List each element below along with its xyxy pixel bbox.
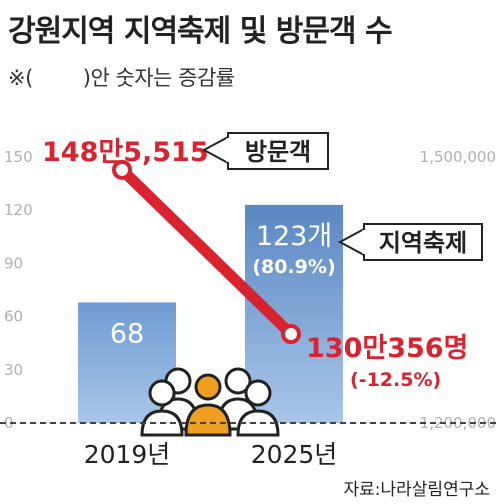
legend-festivals-pointer <box>337 227 365 257</box>
bar-labels-layer: 68 123개 (80.9%) <box>110 221 336 350</box>
legend-festivals: 지역축제 <box>337 223 483 261</box>
source-note: 자료:나라살림연구소 <box>343 480 491 500</box>
visitors-point-2025년 <box>281 324 301 345</box>
chart-title: 강원지역 지역축제 및 방문객 수 <box>8 14 393 49</box>
left-axis-tick: 60 <box>4 308 23 326</box>
visitors-point-2019년 <box>112 159 132 180</box>
x-axis-labels: 2019년 2025년 <box>84 440 338 469</box>
left-axis-tick: 120 <box>4 201 33 219</box>
legend-visitors: 방문객 <box>201 132 329 170</box>
left-axis-tick: 150 <box>4 148 33 166</box>
right-axis-tick: 1,200,000 <box>420 414 496 432</box>
right-axis: 1,200,000 1,500,000 <box>420 148 496 432</box>
left-axis-tick: 30 <box>4 361 23 379</box>
legend-visitors-box <box>227 132 329 170</box>
right-axis-tick: 1,500,000 <box>420 148 496 166</box>
legend-visitors-label: 방문객 <box>245 138 311 166</box>
visitors-value-label: 130만356명 <box>306 333 468 364</box>
bar-value-label: 68 <box>110 318 144 349</box>
visitors-value-label: 148만5,515 <box>42 137 209 168</box>
people-group-icon <box>140 367 280 437</box>
chart-note: ※( )안 숫자는 증감률 <box>8 62 235 92</box>
note-prefix: ※( <box>8 66 33 90</box>
bar-change-label: (80.9%) <box>252 256 335 278</box>
line-labels-layer: 148만5,515 130만356명 (-12.5%) <box>42 137 468 391</box>
visitors-change-label: (-12.5%) <box>350 369 441 391</box>
note-suffix: )안 숫자는 증감률 <box>82 66 235 90</box>
legend-festivals-label: 지역축제 <box>379 229 467 257</box>
left-axis-tick: 0 <box>4 414 14 432</box>
visitors-line-layer <box>112 159 301 345</box>
x-axis-label: 2025년 <box>251 440 338 469</box>
x-axis-label: 2019년 <box>84 440 171 469</box>
bar-value-label: 123개 <box>256 221 332 252</box>
visitors-line <box>116 164 297 340</box>
left-axis-tick: 90 <box>4 254 23 272</box>
left-axis: 0 30 60 90 120 150 <box>4 148 33 432</box>
legend-festivals-box <box>363 223 483 261</box>
